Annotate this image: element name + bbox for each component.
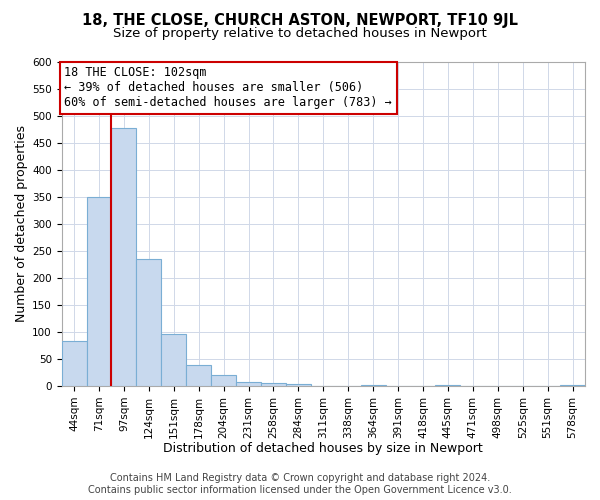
Bar	[62, 340, 86, 386]
Text: Contains HM Land Registry data © Crown copyright and database right 2024.
Contai: Contains HM Land Registry data © Crown c…	[88, 474, 512, 495]
Bar	[560, 385, 585, 386]
Bar	[361, 385, 386, 386]
Bar	[136, 259, 161, 386]
Y-axis label: Number of detached properties: Number of detached properties	[15, 125, 28, 322]
Text: 18, THE CLOSE, CHURCH ASTON, NEWPORT, TF10 9JL: 18, THE CLOSE, CHURCH ASTON, NEWPORT, TF…	[82, 12, 518, 28]
Bar	[112, 128, 136, 386]
Bar	[286, 384, 311, 386]
Bar	[261, 384, 286, 386]
Bar	[236, 382, 261, 386]
Bar	[436, 385, 460, 386]
Bar	[86, 196, 112, 386]
Bar	[186, 366, 211, 386]
Bar	[211, 375, 236, 386]
Bar	[161, 334, 186, 386]
Text: 18 THE CLOSE: 102sqm
← 39% of detached houses are smaller (506)
60% of semi-deta: 18 THE CLOSE: 102sqm ← 39% of detached h…	[64, 66, 392, 110]
X-axis label: Distribution of detached houses by size in Newport: Distribution of detached houses by size …	[163, 442, 483, 455]
Text: Size of property relative to detached houses in Newport: Size of property relative to detached ho…	[113, 28, 487, 40]
